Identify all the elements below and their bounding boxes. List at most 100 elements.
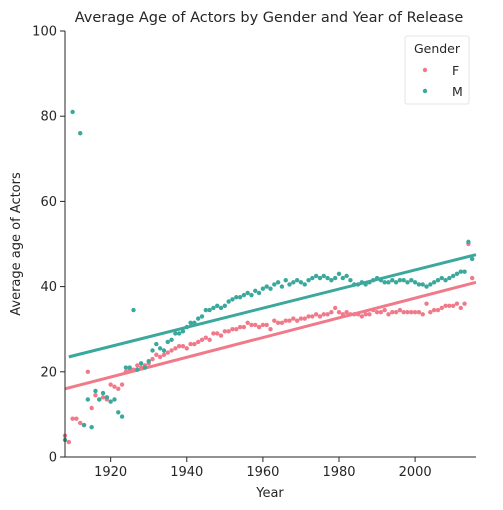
legend-label-m: M (452, 84, 463, 99)
point-f (367, 312, 372, 317)
point-m (325, 275, 330, 281)
point-m (317, 275, 323, 281)
point-m (142, 365, 148, 370)
point-f (161, 352, 167, 357)
point-f (336, 309, 342, 315)
point-m (108, 399, 113, 404)
point-m (253, 288, 258, 294)
point-m (412, 280, 418, 285)
point-f (256, 324, 262, 330)
point-m (180, 329, 186, 334)
point-m (199, 314, 205, 319)
point-m (226, 299, 231, 304)
x-tick-label: 1980 (322, 465, 355, 480)
point-f (66, 439, 72, 445)
point-f (100, 395, 106, 400)
point-f (150, 356, 155, 362)
point-m (138, 361, 144, 366)
point-m (386, 280, 391, 285)
legend-frame (404, 35, 470, 105)
point-m (462, 269, 467, 274)
point-f (264, 322, 269, 328)
point-f (188, 341, 193, 347)
point-m (97, 397, 102, 402)
point-f (302, 316, 307, 321)
legend-label-f: F (452, 63, 459, 78)
point-f (199, 337, 205, 343)
chart-title: Average Age of Actors by Gender and Year… (75, 10, 464, 26)
point-m (450, 273, 456, 279)
point-f (85, 369, 91, 374)
point-m (321, 273, 326, 279)
point-f (154, 352, 159, 357)
x-axis-ticks: 1920 1940 1960 1980 2000 (94, 457, 432, 480)
trendline-m (68, 253, 477, 359)
point-f (294, 318, 300, 323)
point-m (428, 282, 433, 287)
point-f (135, 363, 140, 368)
point-f (374, 309, 380, 315)
y-tick-label: 0 (49, 451, 57, 466)
y-axis-label: Average age of Actors (9, 172, 24, 316)
point-f (93, 393, 98, 398)
point-f (184, 346, 189, 351)
point-f (405, 309, 410, 315)
point-m (131, 307, 136, 313)
y-tick-label: 20 (40, 365, 57, 380)
point-f (207, 337, 212, 343)
point-m (454, 271, 460, 277)
point-f (192, 341, 197, 347)
point-m (230, 297, 235, 302)
point-m (420, 282, 425, 287)
point-m (302, 282, 307, 287)
point-m (283, 278, 288, 283)
point-f (173, 346, 178, 351)
point-m (306, 278, 311, 283)
point-f (431, 307, 437, 313)
x-tick-label: 2000 (399, 465, 432, 480)
point-m (409, 278, 414, 283)
point-f (329, 309, 334, 315)
y-tick-label: 40 (40, 280, 57, 295)
point-m (416, 282, 422, 287)
point-m (150, 348, 155, 353)
point-f (393, 309, 399, 315)
point-m (211, 305, 216, 311)
point-m (260, 286, 266, 291)
point-f (245, 320, 250, 326)
point-m (393, 280, 399, 285)
plot-area (62, 109, 477, 445)
point-f (218, 333, 224, 338)
x-axis-label: Year (255, 486, 284, 501)
point-f (222, 329, 228, 334)
point-f (237, 324, 243, 330)
y-axis-ticks: 0 20 40 60 80 100 (32, 25, 65, 466)
point-f (211, 331, 216, 336)
point-m (435, 278, 441, 283)
point-m (256, 290, 262, 296)
point-m (176, 331, 182, 336)
point-m (85, 397, 91, 402)
point-m (207, 307, 212, 313)
point-f (454, 301, 460, 306)
point-m (443, 278, 448, 283)
point-f (215, 331, 220, 336)
point-f (74, 416, 79, 421)
point-f (119, 382, 125, 387)
x-tick-label: 1940 (170, 465, 203, 480)
point-f (462, 301, 467, 306)
point-f (287, 318, 292, 323)
point-m (447, 275, 452, 281)
point-f (241, 324, 247, 330)
point-f (70, 416, 75, 421)
point-m (100, 390, 106, 396)
point-f (313, 312, 319, 317)
point-f (272, 318, 277, 323)
point-m (89, 424, 94, 430)
point-f (253, 322, 258, 328)
point-f (157, 354, 163, 360)
point-m (104, 395, 110, 400)
point-m (424, 284, 429, 289)
legend-marker-m (422, 88, 428, 94)
point-f (382, 307, 387, 313)
